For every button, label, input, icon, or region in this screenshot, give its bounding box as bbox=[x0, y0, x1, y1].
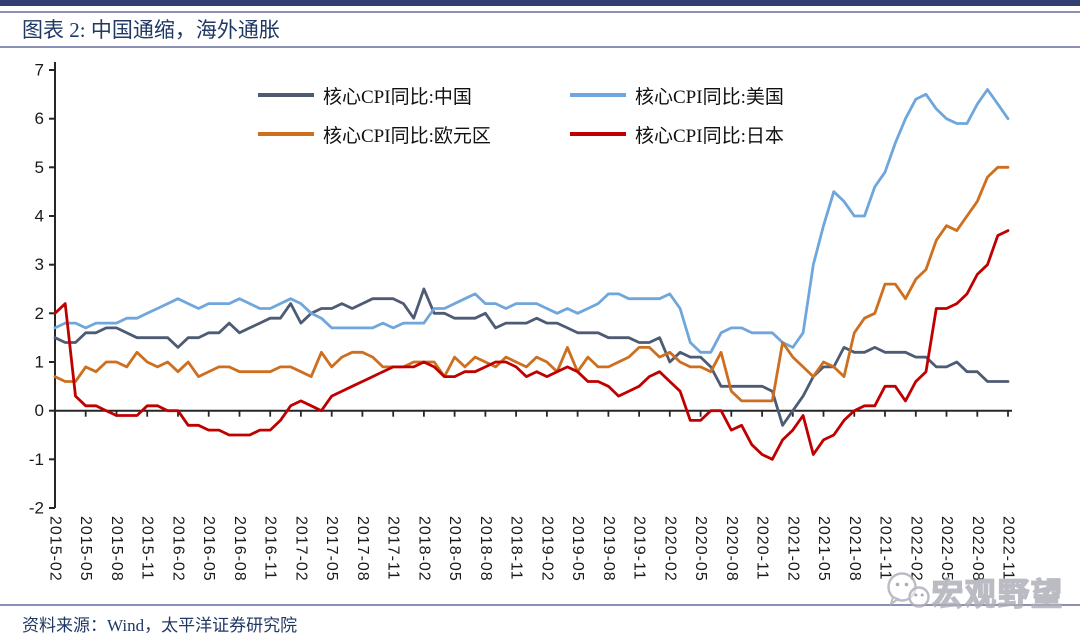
footer-rule bbox=[0, 604, 1080, 606]
y-tick-label: 5 bbox=[35, 158, 44, 177]
header-rule-bottom bbox=[0, 46, 1080, 48]
x-tick-label: 2019-08 bbox=[600, 516, 617, 582]
x-tick-label: 2021-05 bbox=[815, 516, 832, 582]
legend-label-us: 核心CPI同比:美国 bbox=[635, 86, 784, 108]
x-tick-label: 2015-11 bbox=[139, 516, 156, 581]
x-tick-label: 2016-08 bbox=[231, 516, 248, 582]
x-tick-label: 2017-11 bbox=[385, 516, 402, 581]
x-tick-label: 2017-05 bbox=[323, 516, 340, 582]
legend-line-us bbox=[570, 93, 626, 97]
source-note: 资料来源：Wind，太平洋证券研究院 bbox=[22, 616, 298, 635]
series-line bbox=[53, 165, 1010, 403]
x-tick-label: 2020-11 bbox=[754, 516, 771, 581]
x-tick-label: 2021-08 bbox=[846, 516, 863, 582]
x-tick-label: 2016-05 bbox=[200, 516, 217, 582]
x-tick-label: 2015-05 bbox=[77, 516, 94, 582]
series-line bbox=[53, 88, 1010, 354]
legend-label-japan: 核心CPI同比:日本 bbox=[635, 125, 784, 147]
x-tick-label: 2021-11 bbox=[877, 516, 894, 581]
y-tick-label: 7 bbox=[35, 61, 44, 80]
x-tick-label: 2018-11 bbox=[508, 516, 525, 581]
series-line bbox=[53, 229, 1010, 461]
x-tick-label: 2019-05 bbox=[569, 516, 586, 582]
x-tick-label: 2018-02 bbox=[415, 516, 432, 582]
x-tick-label: 2022-11 bbox=[1000, 516, 1017, 581]
x-tick-label: 2017-08 bbox=[354, 516, 371, 582]
y-tick-label: 1 bbox=[35, 353, 44, 372]
legend-item-japan: 核心CPI同比:日本 bbox=[570, 123, 784, 147]
legend-line-japan bbox=[570, 132, 626, 136]
y-tick-label: 6 bbox=[35, 109, 44, 128]
x-tick-label: 2015-02 bbox=[47, 516, 64, 582]
y-tick-label: 2 bbox=[35, 304, 44, 323]
legend-item-china: 核心CPI同比:中国 bbox=[258, 84, 472, 108]
x-tick-label: 2018-08 bbox=[477, 516, 494, 582]
top-accent-bar bbox=[0, 0, 1080, 6]
x-tick-label: 2021-02 bbox=[784, 516, 801, 582]
header-rule-top bbox=[0, 11, 1080, 13]
legend-label-china: 核心CPI同比:中国 bbox=[323, 86, 472, 108]
x-tick-label: 2019-02 bbox=[538, 516, 555, 582]
x-tick-label: 2016-02 bbox=[170, 516, 187, 582]
y-tick-label: 4 bbox=[35, 207, 44, 226]
x-tick-label: 2022-08 bbox=[969, 516, 986, 582]
legend-line-eurozone bbox=[258, 132, 314, 136]
legend-label-eurozone: 核心CPI同比:欧元区 bbox=[323, 125, 491, 147]
x-tick-label: 2019-11 bbox=[631, 516, 648, 581]
x-tick-label: 2022-05 bbox=[938, 516, 955, 582]
y-tick-label: -2 bbox=[29, 499, 44, 518]
legend-item-eurozone: 核心CPI同比:欧元区 bbox=[258, 123, 491, 147]
legend-line-china bbox=[258, 93, 314, 97]
y-tick-label: 0 bbox=[35, 401, 44, 420]
x-tick-label: 2015-08 bbox=[108, 516, 125, 582]
y-tick-label: 3 bbox=[35, 255, 44, 274]
x-tick-label: 2016-11 bbox=[262, 516, 279, 581]
x-tick-label: 2022-02 bbox=[907, 516, 924, 582]
y-tick-label: -1 bbox=[29, 450, 44, 469]
x-tick-label: 2018-05 bbox=[446, 516, 463, 582]
x-tick-label: 2017-02 bbox=[292, 516, 309, 582]
chart-title: 图表 2: 中国通缩，海外通胀 bbox=[22, 18, 280, 42]
x-tick-label: 2020-02 bbox=[661, 516, 678, 582]
x-tick-label: 2020-05 bbox=[692, 516, 709, 582]
legend-item-us: 核心CPI同比:美国 bbox=[570, 84, 784, 108]
x-tick-label: 2020-08 bbox=[723, 516, 740, 582]
